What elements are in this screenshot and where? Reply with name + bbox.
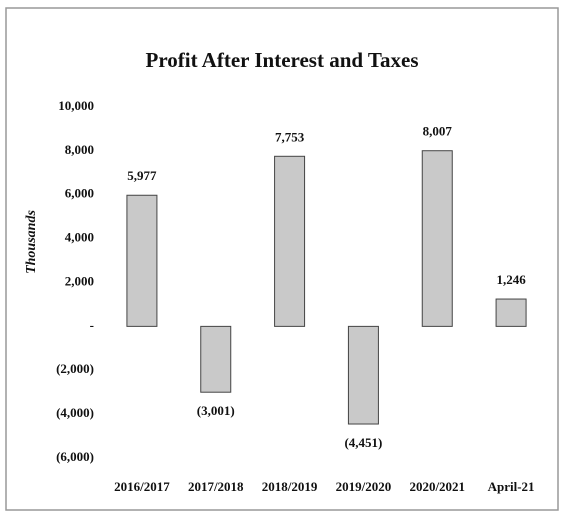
y-tick-label: 4,000 [65,230,94,245]
bar [274,155,306,327]
y-axis-label: Thousands [24,210,39,274]
y-tick-label: (2,000) [56,361,94,376]
x-tick-label: 2018/2019 [262,479,318,494]
y-tick-label: (6,000) [56,449,94,464]
bar [421,150,453,327]
chart-title: Profit After Interest and Taxes [146,48,419,72]
bar [126,194,158,327]
x-tick-label: 2020/2021 [409,479,465,494]
x-tick-label: 2019/2020 [336,479,392,494]
y-tick-label: 10,000 [58,98,94,113]
bar [200,325,232,393]
y-tick-label: 2,000 [65,273,94,288]
x-tick-label: 2017/2018 [188,479,244,494]
y-tick-label: (4,000) [56,405,94,420]
value-label: (3,001) [197,403,235,418]
value-label: (4,451) [344,435,382,450]
value-label: 1,246 [496,272,526,287]
bar [495,298,527,327]
x-tick-label: April-21 [488,479,535,494]
y-tick-label: 6,000 [65,186,94,201]
value-label: 5,977 [127,168,157,183]
y-tick-label: - [90,317,94,332]
bar [347,325,379,425]
y-tick-label: 8,000 [65,142,94,157]
x-tick-label: 2016/2017 [114,479,170,494]
value-label: 8,007 [423,124,453,139]
value-label: 7,753 [275,129,305,144]
